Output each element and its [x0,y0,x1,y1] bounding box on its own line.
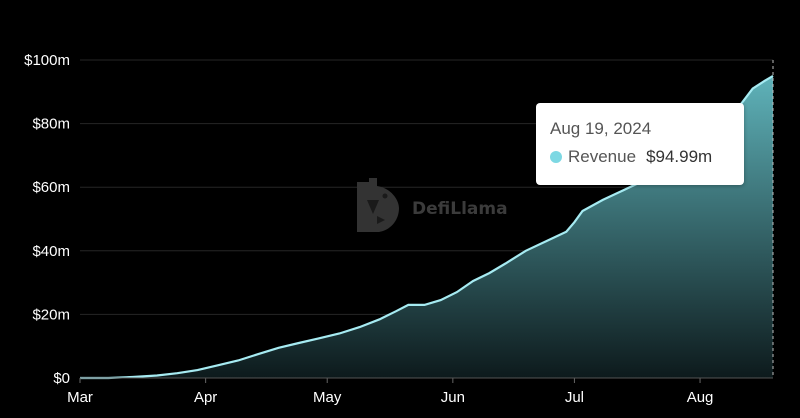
x-tick-label: Apr [194,389,217,406]
y-tick-label: $60m [32,179,70,196]
y-tick-label: $80m [32,116,70,133]
x-axis: Mar Apr May Jun Jul Aug [67,377,773,406]
tooltip: Aug 19, 2024 Revenue $94.99m [536,103,744,185]
watermark: DefiLlama [357,178,508,232]
y-tick-label: $40m [32,243,70,260]
y-axis: $0 $20m $40m $60m $80m $100m [24,52,70,387]
llama-logo-icon [357,178,399,232]
x-tick-label: Jun [441,389,465,406]
x-tick-label: Jul [565,389,584,406]
y-tick-label: $100m [24,52,70,69]
y-tick-label: $0 [53,370,70,387]
watermark-text: DefiLlama [412,199,508,219]
y-tick-label: $20m [32,306,70,323]
revenue-area [80,75,773,379]
tooltip-series-label: Revenue [568,147,637,166]
tooltip-date: Aug 19, 2024 [550,119,652,138]
series-dot-icon [550,151,562,163]
x-tick-label: May [313,389,342,406]
tooltip-series-row: Revenue $94.99m [550,147,730,167]
tooltip-value: $94.99m [646,147,713,166]
x-tick-label: Aug [687,389,714,406]
x-tick-label: Mar [67,389,93,406]
